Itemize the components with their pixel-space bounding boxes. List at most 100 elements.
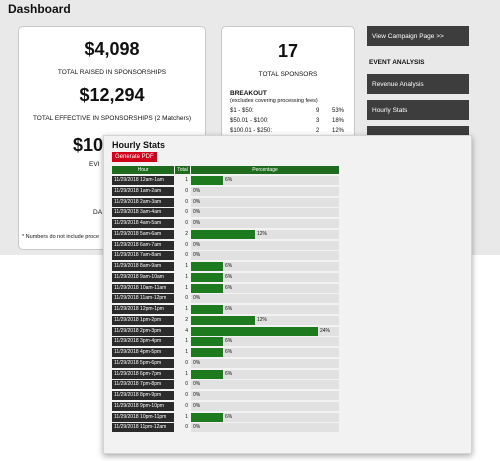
breakout-pct: 18% (332, 118, 345, 124)
percentage-label: 0% (193, 241, 201, 248)
table-row: 11/29/2018 8am-9am 1 6% (112, 262, 342, 272)
total-cell: 0 (185, 381, 188, 388)
table-row: 11/29/2018 9am-10am 1 6% (112, 272, 342, 283)
hour-cell: 11/29/2018 6am-7am (112, 240, 174, 250)
percentage-bar (191, 283, 223, 293)
percentage-label: 0% (193, 381, 201, 388)
hour-cell: 11/29/2018 3am-4am (112, 208, 174, 218)
percentage-bar (191, 229, 255, 239)
hour-cell: 11/29/2018 8am-9am (112, 262, 174, 271)
percentage-bar (191, 315, 255, 325)
hour-cell: 11/29/2018 6pm-7pm (112, 369, 174, 379)
breakout-count: 2 (316, 128, 320, 134)
total-cell: 1 (185, 263, 188, 269)
revenue-analysis-button[interactable]: Revenue Analysis (367, 74, 469, 94)
breakout-range: $1 - $50: (230, 108, 254, 114)
breakout-range: $100.01 - $250: (230, 128, 273, 134)
hour-cell: 11/29/2018 12am-1am (112, 176, 174, 185)
hour-cell: 11/29/2018 5am-6am (112, 229, 174, 239)
total-cell: 0 (185, 402, 188, 409)
total-effective-value: $12,294 (79, 85, 145, 105)
total-sponsors-value: 17 (277, 41, 299, 61)
total-cell: 1 (185, 338, 188, 345)
hour-cell: 11/29/2018 10pm-11pm (112, 412, 174, 422)
table-row: 11/29/2018 5am-6am 2 12% (112, 229, 342, 240)
percentage-label: 6% (225, 370, 233, 377)
percentage-label: 6% (225, 284, 233, 291)
percentage-label: 0% (193, 252, 201, 259)
hour-cell: 11/29/2018 7am-8am (112, 251, 174, 261)
total-cell: 2 (185, 316, 188, 323)
percentage-cell: 6% (191, 262, 339, 271)
breakout-subtitle: (excludes covering processing fees) (230, 98, 318, 104)
percentage-cell: 6% (191, 337, 339, 347)
total-cell: 0 (185, 359, 188, 366)
percentage-cell: 6% (191, 283, 339, 293)
percentage-cell: 0% (191, 380, 339, 390)
percentage-cell: 0% (191, 186, 339, 196)
table-row: 11/29/2018 3am-4am 0 0% (112, 208, 342, 218)
total-cell: 1 (185, 349, 188, 355)
footnote: * Numbers do not include proce (22, 234, 100, 240)
breakout-pct: 53% (332, 108, 345, 114)
percentage-cell: 6% (191, 305, 339, 314)
percentage-cell: 24% (191, 326, 339, 336)
table-row: 11/29/2018 11pm-12am 0 0% (112, 423, 342, 433)
percentage-label: 0% (193, 392, 201, 398)
hour-cell: 11/29/2018 3pm-4pm (112, 337, 174, 347)
hour-cell: 11/29/2018 12pm-1pm (112, 305, 174, 314)
percentage-bar (191, 326, 318, 336)
breakout-count: 3 (316, 118, 320, 124)
table-row: 11/29/2018 12pm-1pm 1 6% (112, 305, 342, 315)
total-cell: 0 (185, 424, 188, 431)
hourly-stats-button[interactable]: Hourly Stats (367, 100, 469, 120)
table-row: 11/29/2018 9pm-10pm 0 0% (112, 401, 342, 412)
hour-cell: 11/29/2018 4am-5am (112, 219, 174, 228)
generate-pdf-button[interactable]: Generate PDF (112, 152, 157, 162)
total-cell: 0 (185, 187, 188, 194)
percentage-cell: 6% (191, 369, 339, 379)
table-row: 11/29/2018 1pm-2pm 2 12% (112, 315, 342, 326)
total-sponsors-label: TOTAL SPONSORS (258, 71, 318, 78)
percentage-label: 6% (225, 273, 233, 280)
percentage-cell: 0% (191, 240, 339, 250)
percentage-label: 6% (225, 263, 233, 269)
total-cell: 1 (185, 413, 188, 420)
percentage-cell: 6% (191, 348, 339, 357)
breakout-range: $50.01 - $100: (230, 118, 269, 124)
percentage-cell: 0% (191, 219, 339, 228)
partial-label: EVI (89, 161, 100, 168)
total-cell: 0 (185, 209, 188, 216)
hour-cell: 11/29/2018 9am-10am (112, 272, 174, 282)
percentage-bar (191, 369, 223, 379)
header-total: Total (175, 166, 190, 174)
table-row: 11/29/2018 7am-8am 0 0% (112, 251, 342, 261)
hour-cell: 11/29/2018 9pm-10pm (112, 401, 174, 411)
percentage-cell: 0% (191, 294, 339, 304)
percentage-bar (191, 262, 223, 271)
percentage-cell: 0% (191, 423, 339, 433)
percentage-bar (191, 348, 223, 357)
total-effective-label: TOTAL EFFECTIVE IN SPONSORSHIPS (2 Match… (32, 115, 192, 122)
total-cell: 1 (185, 177, 188, 183)
table-row: 11/29/2018 8pm-9pm 0 0% (112, 391, 342, 401)
percentage-label: 0% (193, 359, 201, 366)
hour-cell: 11/29/2018 4pm-5pm (112, 348, 174, 357)
percentage-bar (191, 272, 223, 282)
table-row: 11/29/2018 6am-7am 0 0% (112, 240, 342, 251)
modal-title: Hourly Stats (112, 140, 166, 150)
total-cell: 0 (185, 198, 188, 205)
hour-cell: 11/29/2018 2pm-3pm (112, 326, 174, 336)
total-cell: 0 (185, 252, 188, 259)
percentage-label: 6% (225, 349, 233, 355)
view-campaign-button[interactable]: View Campaign Page >> (367, 26, 469, 46)
hour-cell: 11/29/2018 8pm-9pm (112, 391, 174, 400)
percentage-cell: 6% (191, 176, 339, 185)
percentage-label: 12% (257, 316, 268, 323)
percentage-cell: 0% (191, 358, 339, 368)
total-raised-value: $4,098 (84, 39, 140, 59)
percentage-cell: 6% (191, 412, 339, 422)
percentage-bar (191, 305, 223, 314)
percentage-label: 0% (193, 187, 201, 194)
table-row: 11/29/2018 2pm-3pm 4 24% (112, 326, 342, 337)
